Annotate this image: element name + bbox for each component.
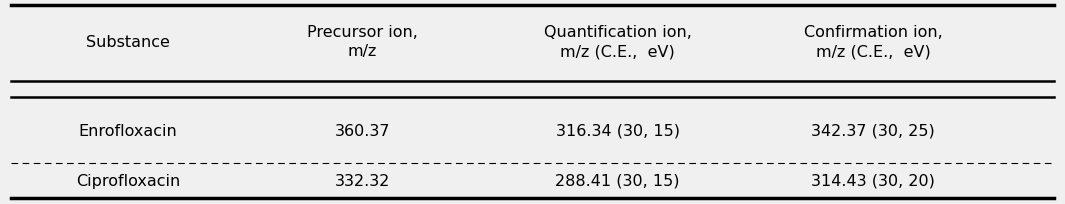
- Text: Quantification ion,
m/z (C.E.,  eV): Quantification ion, m/z (C.E., eV): [544, 24, 691, 59]
- Text: Ciprofloxacin: Ciprofloxacin: [76, 173, 180, 188]
- Text: 342.37 (30, 25): 342.37 (30, 25): [812, 123, 935, 138]
- Text: Precursor ion,
m/z: Precursor ion, m/z: [307, 24, 417, 59]
- Text: Enrofloxacin: Enrofloxacin: [79, 123, 177, 138]
- Text: 288.41 (30, 15): 288.41 (30, 15): [556, 173, 679, 188]
- Text: 314.43 (30, 20): 314.43 (30, 20): [812, 173, 935, 188]
- Text: 332.32: 332.32: [334, 173, 390, 188]
- Text: Substance: Substance: [86, 34, 169, 49]
- Text: Confirmation ion,
m/z (C.E.,  eV): Confirmation ion, m/z (C.E., eV): [804, 24, 943, 59]
- Text: 360.37: 360.37: [334, 123, 390, 138]
- Text: 316.34 (30, 15): 316.34 (30, 15): [556, 123, 679, 138]
